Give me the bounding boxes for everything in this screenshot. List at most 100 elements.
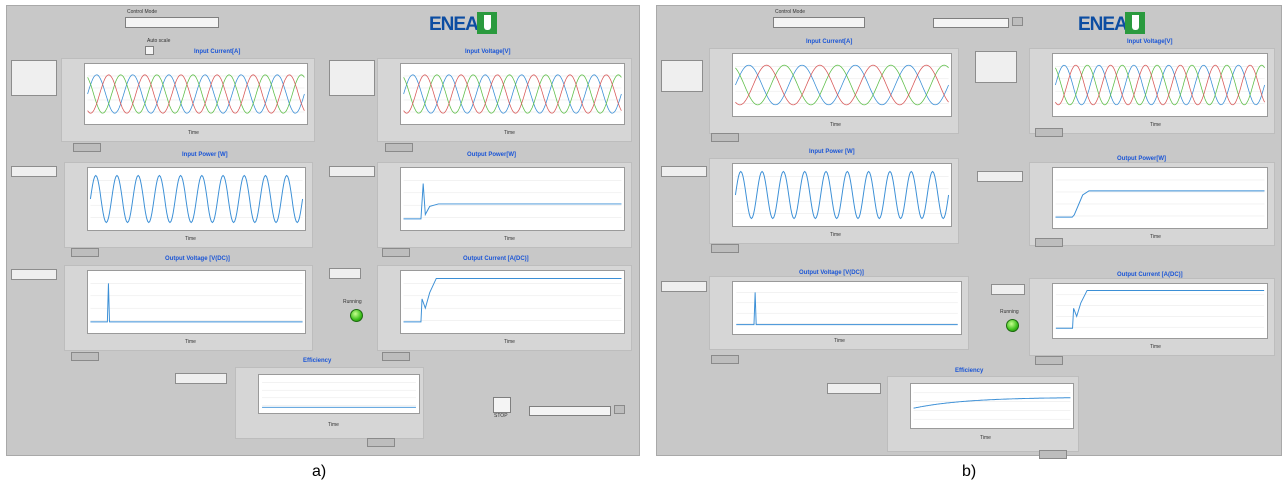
x-axis-label: Time [830, 122, 841, 128]
trace-input-current [87, 74, 305, 114]
graph-title: Input Current[A] [806, 39, 853, 45]
graph-legend [827, 383, 881, 394]
graph-input-power: Time [64, 162, 313, 248]
graph-toolbar[interactable] [367, 438, 395, 447]
graph-legend [975, 51, 1017, 83]
enea-logo: ENEA [1078, 14, 1128, 35]
graph-legend [991, 284, 1025, 295]
graph-toolbar[interactable] [711, 355, 739, 364]
graph-toolbar[interactable] [382, 248, 410, 257]
trace-output-power [403, 180, 622, 220]
browse-button[interactable] [1012, 17, 1023, 26]
graph-legend [175, 373, 227, 384]
trace-input-power [734, 170, 950, 220]
x-axis-label: Time [328, 422, 339, 428]
graph-input-current: Time [61, 58, 315, 142]
graph-legend [661, 166, 707, 177]
graph-legend [11, 60, 57, 96]
graph-toolbar[interactable] [1039, 450, 1067, 459]
graph-toolbar[interactable] [1035, 238, 1063, 247]
graph-title: Input Voltage[V] [1127, 39, 1173, 45]
stop-label: STOP [494, 413, 508, 419]
trace-output-power [1055, 179, 1265, 218]
graph-title: Output Power[W] [467, 152, 516, 158]
graph-legend [329, 166, 375, 177]
path-field[interactable] [529, 406, 611, 416]
control-mode-field[interactable] [773, 17, 865, 28]
graph-efficiency: Time [235, 367, 424, 439]
autoscale-checkbox[interactable] [145, 46, 154, 55]
trace-efficiency [913, 392, 1071, 420]
graph-toolbar[interactable] [71, 352, 99, 361]
graph-title: Output Voltage [V(DC)] [165, 256, 230, 262]
trace-input-current [735, 64, 949, 106]
graph-legend [329, 60, 375, 96]
panel-b: Control Mode ENEA Input Current[A] Time … [656, 5, 1282, 459]
graph-legend [329, 268, 361, 279]
graph-output-current: Time [1029, 278, 1275, 356]
graph-output-power: Time [1029, 162, 1275, 246]
enea-logo: ENEA [429, 14, 479, 35]
graph-title: Input Current[A] [194, 49, 241, 55]
running-led-icon [350, 309, 363, 322]
graph-title: Input Power [W] [182, 152, 228, 158]
caption-b: b) [962, 463, 977, 480]
x-axis-label: Time [834, 338, 845, 344]
x-axis-label: Time [504, 236, 515, 242]
x-axis-label: Time [504, 339, 515, 345]
university-logo-icon [1125, 12, 1145, 34]
x-axis-label: Time [830, 232, 841, 238]
graph-toolbar[interactable] [382, 352, 410, 361]
graph-input-voltage: Time [1029, 48, 1275, 134]
control-mode-field[interactable] [125, 17, 219, 28]
graph-output-voltage: Time [64, 265, 313, 351]
x-axis-label: Time [1150, 234, 1161, 240]
x-axis-label: Time [980, 435, 991, 441]
trace-input-voltage [403, 74, 622, 114]
graph-toolbar[interactable] [711, 244, 739, 253]
control-mode-label: Control Mode [127, 9, 158, 15]
graph-input-power: Time [709, 158, 959, 244]
path-field[interactable] [933, 18, 1009, 28]
graph-output-current: Time [377, 265, 632, 351]
graph-title: Input Power [W] [809, 149, 855, 155]
caption-a: a) [312, 463, 327, 480]
trace-output-current [1055, 289, 1265, 329]
graph-input-voltage: Time [377, 58, 632, 142]
graph-toolbar[interactable] [1035, 356, 1063, 365]
graph-title: Output Current [A(DC)] [1117, 272, 1183, 278]
graph-toolbar[interactable] [1035, 128, 1063, 137]
stop-button[interactable] [493, 397, 511, 413]
graph-toolbar[interactable] [711, 133, 739, 142]
trace-input-voltage [1055, 64, 1265, 106]
graph-title: Input Voltage[V] [465, 49, 511, 55]
graph-title: Output Power[W] [1117, 156, 1166, 162]
graph-output-power: Time [377, 162, 632, 248]
graph-legend [11, 269, 57, 280]
running-label: Running [1000, 309, 1019, 315]
graph-toolbar[interactable] [71, 248, 99, 257]
university-logo-icon [477, 12, 497, 34]
graph-output-voltage: Time [709, 276, 969, 350]
running-led-icon [1006, 319, 1019, 332]
x-axis-label: Time [185, 236, 196, 242]
graph-title: Efficiency [955, 368, 984, 374]
trace-input-power [89, 174, 304, 224]
x-axis-label: Time [1150, 344, 1161, 350]
graph-toolbar[interactable] [73, 143, 101, 152]
autoscale-label: Auto scale [147, 38, 171, 44]
x-axis-label: Time [504, 130, 515, 136]
graph-title: Efficiency [303, 358, 332, 364]
trace-output-voltage [736, 292, 958, 326]
x-axis-label: Time [188, 130, 199, 136]
x-axis-label: Time [185, 339, 196, 345]
browse-button[interactable] [614, 405, 625, 414]
graph-title: Output Current [A(DC)] [463, 256, 529, 262]
graph-input-current: Time [709, 48, 959, 134]
control-mode-label: Control Mode [775, 9, 806, 15]
panel-a: Control Mode Auto scale ENEA Input Curre… [6, 5, 640, 456]
graph-efficiency: Time [887, 376, 1079, 452]
trace-output-voltage [90, 283, 303, 323]
graph-toolbar[interactable] [385, 143, 413, 152]
graph-legend [661, 281, 707, 292]
